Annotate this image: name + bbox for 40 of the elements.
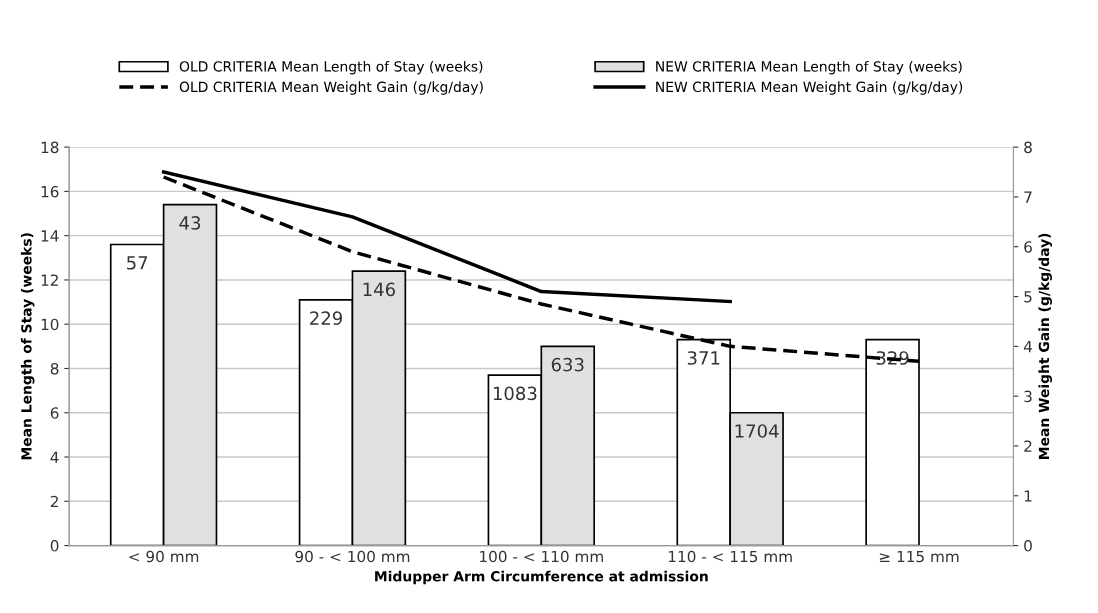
y-tick-label: 2 (50, 495, 58, 508)
y-tick-label: 16 (41, 185, 59, 198)
y2-tick-label: 4 (1023, 341, 1033, 353)
x-axis-title: Midupper Arm Circumference at admission (375, 570, 708, 585)
y2-tick-label: 5 (1024, 291, 1032, 303)
y-tick-label: 12 (41, 274, 58, 286)
annotation: 329 (876, 351, 909, 365)
y2-tick-label: 2 (1024, 440, 1032, 452)
y-axis-title: Mean Length of Stay (weeks) (20, 233, 35, 460)
y-tick-label: 0 (50, 540, 59, 552)
annotation: 633 (551, 357, 584, 372)
x-tick-label: < 90 mm (129, 550, 199, 563)
annotation: 57 (127, 256, 148, 270)
x-tick-label: ≥ 115 mm (879, 550, 959, 563)
x-tick-label: 100 - < 110 mm (480, 550, 603, 563)
x-tick-label: 90 - < 100 mm (295, 550, 410, 563)
y2-axis-title: Mean Weight Gain (g/kg/day) (1038, 233, 1052, 459)
annotation: 1704 (735, 424, 779, 438)
y2-tick-label: 6 (1024, 241, 1032, 253)
annotation: 371 (687, 351, 720, 365)
legend-label: NEW CRITERIA Mean Weight Gain (g/kg/day) (656, 81, 963, 95)
legend-label: OLD CRITERIA Mean Length of Stay (weeks) (179, 60, 483, 75)
y2-tick-label: 1 (1024, 490, 1032, 502)
legend-label: OLD CRITERIA Mean Weight Gain (g/kg/day) (179, 81, 483, 95)
annotation: 229 (310, 311, 342, 325)
y2-tick-label: 7 (1024, 191, 1032, 203)
annotation: 1083 (493, 386, 537, 401)
annotation: 146 (363, 282, 395, 297)
y-tick-label: 6 (50, 407, 59, 419)
y-tick-label: 18 (41, 141, 59, 154)
annotation: 43 (179, 216, 201, 230)
y-tick-label: 14 (41, 230, 59, 242)
y2-tick-label: 3 (1024, 390, 1032, 403)
legend-label: NEW CRITERIA Mean Length of Stay (weeks) (656, 60, 962, 75)
y-tick-label: 8 (50, 362, 59, 375)
y-tick-label: 4 (50, 451, 59, 463)
y2-tick-label: 8 (1024, 141, 1032, 154)
y2-tick-label: 0 (1024, 540, 1032, 552)
x-tick-label: 110 - < 115 mm (668, 550, 792, 563)
y-tick-label: 10 (41, 318, 59, 331)
